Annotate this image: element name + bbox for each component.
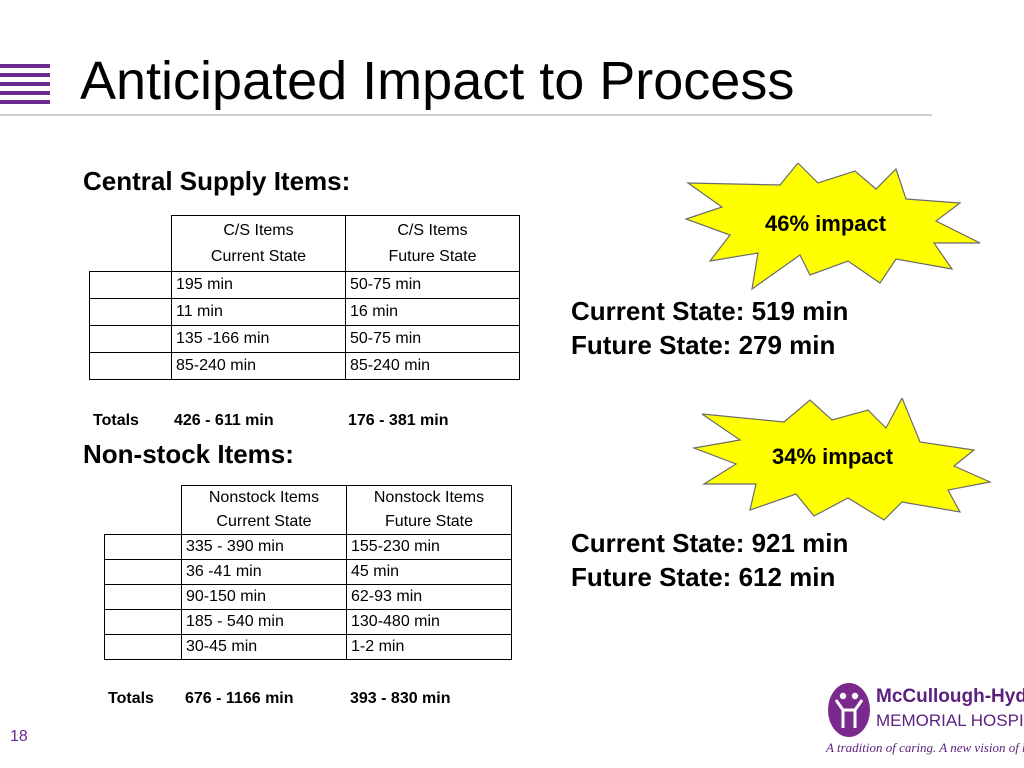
color-swatch [104, 584, 182, 610]
page-number: 18 [10, 728, 28, 745]
color-swatch [104, 534, 182, 560]
totals-future: 176 - 381 min [348, 412, 449, 429]
starburst-icon [692, 398, 992, 521]
logo-tagline: A tradition of caring. A new vision of h… [826, 740, 1024, 755]
color-swatch [104, 634, 182, 660]
cell-future: 1-2 min [346, 634, 512, 660]
totals-future: 393 - 830 min [350, 690, 451, 707]
totals-label: Totals [93, 412, 139, 429]
slide-title: Anticipated Impact to Process [80, 51, 795, 111]
table-row: 30-45 min 1-2 min [104, 634, 512, 660]
starburst-icon [684, 163, 981, 291]
table-row: 11 min 16 min [89, 298, 520, 326]
color-swatch [89, 352, 172, 380]
totals-current: 676 - 1166 min [185, 690, 294, 707]
header-future-state: C/S Items Future State [345, 215, 520, 272]
table-row: 36 -41 min 45 min [104, 559, 512, 585]
color-swatch [104, 559, 182, 585]
cell-future: 50-75 min [345, 325, 520, 353]
table-corner [105, 486, 182, 535]
logo-subtitle: MEMORIAL HOSPITAL [876, 711, 1024, 730]
menu-bars-icon [0, 64, 50, 104]
totals-label: Totals [108, 690, 154, 707]
color-swatch [89, 325, 172, 353]
color-swatch [89, 298, 172, 326]
cell-future: 62-93 min [346, 584, 512, 610]
cell-current: 36 -41 min [181, 559, 347, 585]
table-row: 90-150 min 62-93 min [104, 584, 512, 610]
impact-label: 34% impact [772, 444, 894, 469]
totals-current: 426 - 611 min [174, 412, 274, 429]
cell-current: 30-45 min [181, 634, 347, 660]
non-stock-heading: Non-stock Items: [83, 439, 294, 469]
table-row: 185 - 540 min 130-480 min [104, 609, 512, 635]
table-corner [90, 216, 172, 272]
future-state-summary: Future State: 612 min [571, 562, 836, 592]
table-row: 85-240 min 85-240 min [89, 352, 520, 380]
central-supply-heading: Central Supply Items: [83, 166, 351, 196]
cell-current: 185 - 540 min [181, 609, 347, 635]
cell-current: 195 min [171, 271, 346, 299]
header-current-state: Nonstock Items Current State [181, 485, 347, 535]
cell-current: 135 -166 min [171, 325, 346, 353]
logo-name: McCullough-Hyde [876, 686, 1024, 707]
cell-future: 130-480 min [346, 609, 512, 635]
non-stock-table: Nonstock Items Current State Nonstock Ite… [104, 485, 512, 660]
table-row: 135 -166 min 50-75 min [89, 325, 520, 353]
table-row: 195 min 50-75 min [89, 271, 520, 299]
table-row: 335 - 390 min 155-230 min [104, 534, 512, 560]
header-future-state: Nonstock Items Future State [346, 485, 512, 535]
table-header-row: Nonstock Items Current State Nonstock Ite… [105, 485, 512, 535]
color-swatch [89, 271, 172, 299]
cell-current: 90-150 min [181, 584, 347, 610]
current-state-summary: Current State: 921 min [571, 528, 849, 558]
cell-current: 335 - 390 min [181, 534, 347, 560]
cell-current: 11 min [171, 298, 346, 326]
cell-future: 16 min [345, 298, 520, 326]
cell-future: 155-230 min [346, 534, 512, 560]
table-header-row: C/S Items Current State C/S Items Future S… [90, 215, 520, 272]
cell-future: 50-75 min [345, 271, 520, 299]
header-current-state: C/S Items Current State [171, 215, 346, 272]
current-state-summary: Current State: 519 min [571, 296, 849, 326]
color-swatch [104, 609, 182, 635]
future-state-summary: Future State: 279 min [571, 330, 836, 360]
hospital-logo-icon [828, 683, 870, 737]
impact-label: 46% impact [765, 211, 887, 236]
cell-current: 85-240 min [171, 352, 346, 380]
cell-future: 45 min [346, 559, 512, 585]
cell-future: 85-240 min [345, 352, 520, 380]
title-divider [0, 114, 932, 116]
central-supply-table: C/S Items Current State C/S Items Future S… [89, 215, 520, 380]
